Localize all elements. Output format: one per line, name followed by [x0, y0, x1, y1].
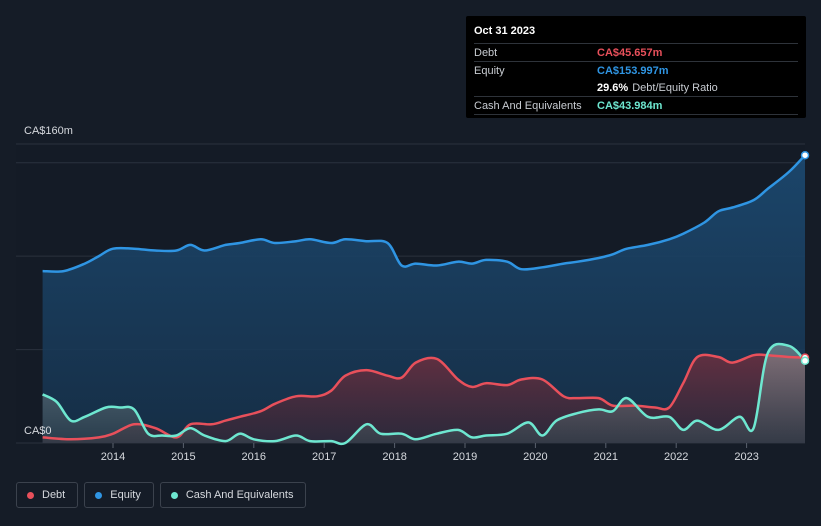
equity-endpoint — [800, 150, 810, 160]
x-tick-label-2023: 2023 — [734, 451, 758, 463]
legend-label-equity: Equity — [110, 489, 141, 501]
tooltip-row-ratio: 29.6% Debt/Equity Ratio — [474, 79, 798, 96]
tooltip-debt-label: Debt — [474, 46, 498, 59]
tooltip-equity-label: Equity — [474, 64, 505, 77]
data-tooltip: Oct 31 2023 Debt CA$45.657m Equity CA$15… — [466, 16, 806, 118]
tooltip-ratio-label: Debt/Equity Ratio — [632, 81, 718, 94]
x-tick-label-2018: 2018 — [382, 451, 406, 463]
legend-item-debt[interactable]: Debt — [16, 482, 79, 508]
tooltip-ratio-value: 29.6% — [597, 81, 629, 94]
tooltip-row-cash: Cash And Equivalents CA$43.984m — [474, 96, 798, 114]
tooltip-cash-value: CA$43.984m — [597, 99, 663, 112]
equity-area — [42, 155, 806, 443]
x-tick-label-2020: 2020 — [523, 451, 547, 463]
tooltip-equity-value: CA$153.997m — [597, 64, 669, 77]
legend-item-equity[interactable]: Equity — [84, 482, 154, 508]
x-tick-label-2022: 2022 — [664, 451, 688, 463]
series-areas — [42, 155, 806, 444]
series-lines — [41, 154, 806, 446]
cash-and-equivalents-line — [41, 342, 806, 446]
equity-line — [42, 154, 806, 273]
legend-dot-cash — [170, 491, 178, 499]
series-endpoints — [800, 150, 810, 366]
tooltip-cash-label: Cash And Equivalents — [474, 99, 582, 112]
tooltip-debt-value: CA$45.657m — [597, 46, 663, 59]
x-tick-label-2015: 2015 — [171, 451, 195, 463]
x-tick-label-2021: 2021 — [594, 451, 618, 463]
x-tick-label-2019: 2019 — [453, 451, 477, 463]
legend-label-debt: Debt — [42, 489, 66, 501]
x-tick-label-2014: 2014 — [101, 451, 125, 463]
legend-label-cash: Cash And Equivalents — [185, 489, 294, 501]
y-axis-top-label: CA$160m — [24, 125, 73, 137]
chart-legend: Debt Equity Cash And Equivalents — [16, 482, 307, 508]
legend-dot-equity — [95, 491, 103, 499]
legend-dot-debt — [27, 491, 34, 499]
tooltip-row-equity: Equity CA$153.997m — [474, 61, 798, 79]
tooltip-row-debt: Debt CA$45.657m — [474, 43, 798, 61]
x-tick-label-2016: 2016 — [242, 451, 266, 463]
x-axis-ticks: 2014 2015 2016 2017 2018 2019 2020 2021 2022 2023 — [101, 443, 759, 463]
cash-and-equivalents-area — [42, 343, 806, 444]
cash-and-equivalents-endpoint — [800, 356, 810, 366]
debt-line — [42, 353, 806, 441]
legend-item-cash[interactable]: Cash And Equivalents — [159, 482, 307, 508]
y-axis-zero-label: CA$0 — [24, 425, 52, 437]
x-tick-label-2017: 2017 — [312, 451, 336, 463]
tooltip-date: Oct 31 2023 — [474, 25, 536, 37]
